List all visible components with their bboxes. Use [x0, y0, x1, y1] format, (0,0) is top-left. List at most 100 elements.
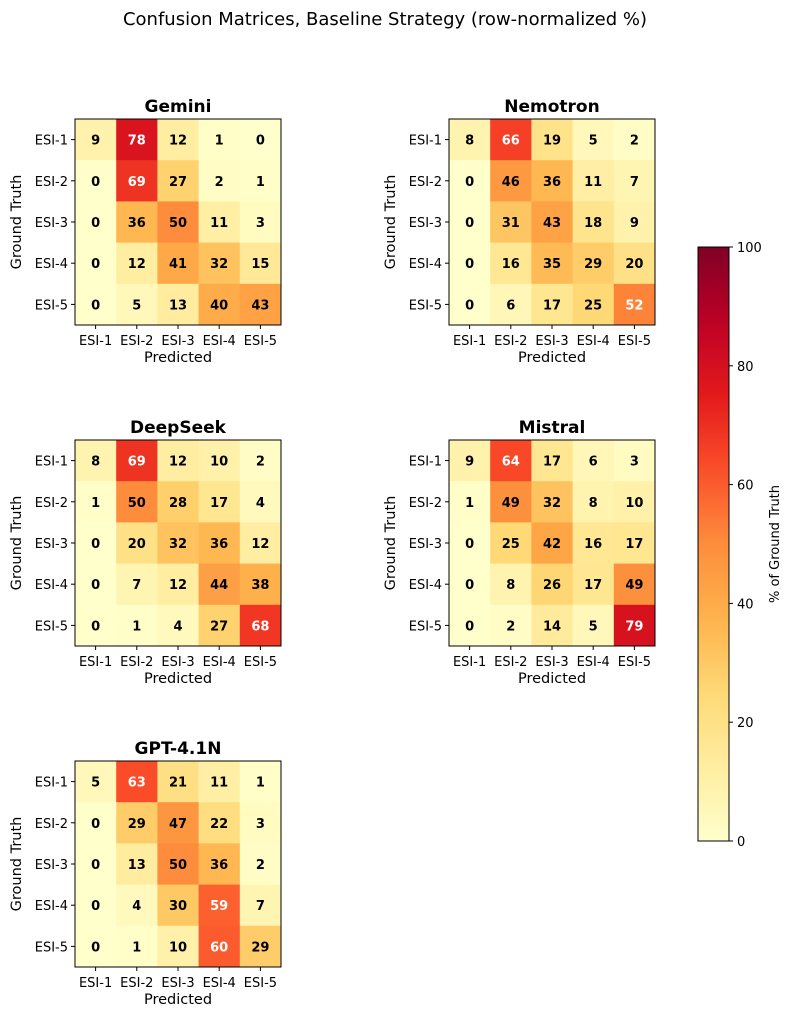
heatmap-cell	[198, 242, 241, 285]
heatmap-cell	[239, 119, 282, 161]
cell-value-label: 60	[210, 940, 228, 955]
heatmap-cell	[198, 843, 241, 885]
cell-value-label: 32	[543, 496, 561, 511]
panel-title: Nemotron	[504, 97, 599, 117]
heatmap-cell	[75, 160, 117, 202]
cell-value-label: 36	[210, 858, 228, 873]
cell-value-label: 4	[173, 619, 182, 634]
heatmap-cell	[490, 242, 532, 285]
y-tick-label: ESI-4	[35, 899, 68, 914]
heatmap-cell	[449, 522, 491, 564]
heatmap-cell	[572, 242, 615, 285]
cell-value-label: 44	[210, 578, 228, 593]
y-tick-label: ESI-3	[35, 858, 68, 873]
heatmap-cell	[449, 440, 491, 482]
heatmap-cell	[572, 563, 615, 606]
heatmap-cell	[572, 440, 615, 482]
cell-value-label: 1	[256, 776, 265, 791]
cell-value-label: 64	[502, 455, 520, 470]
heatmap-cell	[531, 604, 573, 647]
heatmap-cell	[239, 884, 282, 927]
heatmap-cell	[198, 925, 241, 968]
heatmap-cell	[239, 925, 282, 968]
heatmap-cell	[198, 563, 241, 606]
cell-value-label: 12	[169, 578, 187, 593]
y-tick-label: ESI-5	[35, 298, 68, 313]
y-tick-label: ESI-4	[35, 578, 68, 593]
cell-value-label: 7	[132, 578, 141, 593]
heatmap-cell	[531, 283, 573, 326]
heatmap-cell	[572, 283, 615, 326]
heatmap-cell	[572, 481, 615, 523]
cell-value-label: 10	[169, 940, 187, 955]
heatmap-cell	[613, 201, 656, 243]
cell-value-label: 18	[584, 216, 602, 231]
cell-value-label: 0	[465, 257, 474, 272]
cell-value-label: 49	[502, 496, 520, 511]
heatmap-cell	[531, 440, 573, 482]
cell-value-label: 26	[543, 578, 561, 593]
heatmap-cell	[490, 119, 532, 161]
cell-value-label: 20	[128, 537, 146, 552]
y-tick-label: ESI-5	[35, 619, 68, 634]
heatmap-cell	[239, 522, 282, 564]
x-axis-label: Predicted	[144, 992, 212, 1008]
heatmap-cell	[239, 481, 282, 523]
y-tick-label: ESI-1	[35, 776, 68, 791]
cell-value-label: 1	[132, 619, 141, 634]
heatmap-cell	[198, 761, 241, 803]
cell-value-label: 12	[169, 455, 187, 470]
heatmap-cell	[449, 201, 491, 243]
cell-value-label: 16	[502, 257, 520, 272]
heatmap-cell	[198, 481, 241, 523]
cell-value-label: 11	[210, 776, 228, 791]
colorbar-tick-label: 100	[737, 241, 762, 256]
y-tick-label: ESI-3	[35, 537, 68, 552]
x-tick-label: ESI-1	[79, 334, 112, 349]
heatmap-cell	[116, 481, 158, 523]
x-tick-label: ESI-1	[79, 655, 112, 670]
cell-value-label: 43	[251, 298, 269, 313]
y-axis-label: Ground Truth	[9, 175, 25, 270]
heatmap-cell	[75, 563, 117, 606]
cell-value-label: 27	[169, 175, 187, 190]
heatmap-cell	[75, 283, 117, 326]
heatmap-cell	[613, 481, 656, 523]
heatmap-panel: GPT-4.1N5 63 21 11 10 29 47 22 30 13 50 36 20 4 30 59 70…	[9, 739, 282, 1008]
x-tick-label: ESI-4	[577, 334, 610, 349]
cell-value-label: 1	[215, 134, 224, 149]
heatmap-cell	[116, 242, 158, 285]
cell-value-label: 16	[584, 537, 602, 552]
y-tick-label: ESI-3	[35, 216, 68, 231]
heatmap-cell	[157, 563, 199, 606]
cell-value-label: 41	[169, 257, 187, 272]
cell-value-label: 69	[128, 455, 146, 470]
heatmap-cell	[75, 761, 117, 803]
y-tick-label: ESI-2	[35, 817, 68, 832]
heatmap-cell	[157, 119, 199, 161]
cell-value-label: 2	[630, 134, 639, 149]
heatmap-cell	[157, 201, 199, 243]
cell-value-label: 22	[210, 817, 228, 832]
cell-value-label: 0	[465, 298, 474, 313]
cell-value-label: 0	[91, 578, 100, 593]
heatmap-cell	[239, 802, 282, 844]
y-axis-label: Ground Truth	[9, 496, 25, 591]
heatmap-cell	[157, 843, 199, 885]
x-tick-label: ESI-2	[120, 655, 153, 670]
cell-value-label: 8	[91, 455, 100, 470]
y-tick-label: ESI-1	[35, 134, 68, 149]
heatmap-cell	[116, 884, 158, 927]
heatmap-cell	[613, 563, 656, 606]
cell-value-label: 2	[256, 858, 265, 873]
cell-value-label: 50	[169, 858, 187, 873]
colorbar-gradient	[698, 247, 729, 841]
heatmap-cell	[449, 119, 491, 161]
heatmap-cell	[116, 119, 158, 161]
cell-value-label: 19	[543, 134, 561, 149]
cell-value-label: 7	[256, 899, 265, 914]
heatmap-cell	[75, 802, 117, 844]
y-tick-label: ESI-4	[35, 257, 68, 272]
